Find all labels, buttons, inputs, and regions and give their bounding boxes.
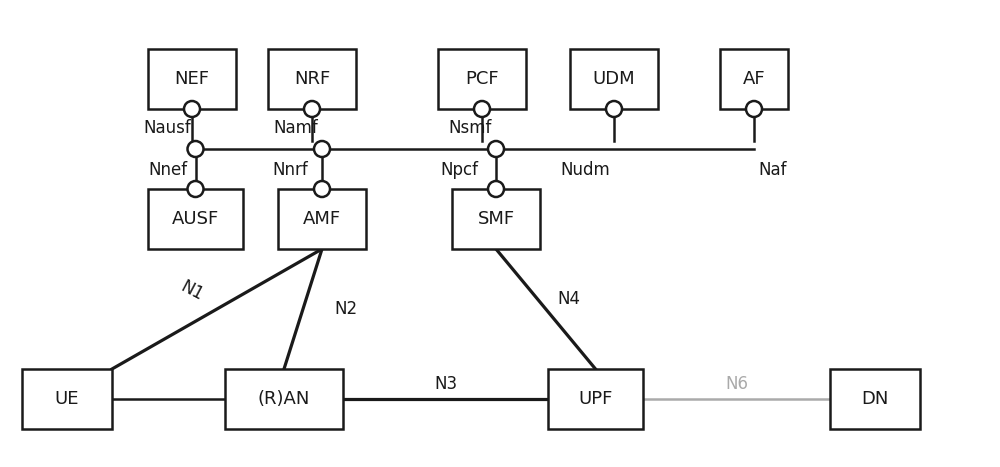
Text: Nsmf: Nsmf [449, 119, 492, 137]
Circle shape [188, 181, 204, 197]
Text: Npcf: Npcf [440, 161, 478, 179]
Circle shape [304, 101, 320, 117]
Text: N3: N3 [434, 375, 457, 393]
Bar [548, 369, 643, 429]
Circle shape [314, 181, 330, 197]
Text: Nudm: Nudm [560, 161, 610, 179]
Bar [148, 49, 236, 109]
Text: NRF: NRF [294, 70, 330, 88]
Text: (R)AN: (R)AN [258, 390, 310, 408]
Bar [720, 49, 788, 109]
Text: UPF: UPF [578, 390, 613, 408]
Bar [278, 189, 366, 249]
Bar [225, 369, 343, 429]
Text: SMF: SMF [477, 210, 515, 228]
Text: NEF: NEF [175, 70, 210, 88]
Text: N4: N4 [558, 290, 581, 308]
Text: UE: UE [55, 390, 79, 408]
Text: N1: N1 [178, 278, 206, 304]
Text: AF: AF [743, 70, 765, 88]
Bar [452, 189, 540, 249]
Bar [570, 49, 658, 109]
Text: N2: N2 [334, 300, 357, 318]
Text: UDM: UDM [593, 70, 635, 88]
Circle shape [314, 141, 330, 157]
Text: Nausf: Nausf [144, 119, 192, 137]
Text: AMF: AMF [303, 210, 341, 228]
Bar [148, 189, 243, 249]
Text: PCF: PCF [465, 70, 499, 88]
Bar [268, 49, 356, 109]
Bar [830, 369, 920, 429]
Text: Naf: Naf [758, 161, 786, 179]
Circle shape [184, 101, 200, 117]
Bar [438, 49, 526, 109]
Circle shape [746, 101, 762, 117]
Circle shape [474, 101, 490, 117]
Text: Nnef: Nnef [149, 161, 188, 179]
Circle shape [606, 101, 622, 117]
Circle shape [488, 141, 504, 157]
Text: Nnrf: Nnrf [272, 161, 308, 179]
Text: Namf: Namf [273, 119, 318, 137]
Circle shape [188, 141, 204, 157]
Text: AUSF: AUSF [172, 210, 219, 228]
Text: DN: DN [861, 390, 889, 408]
Circle shape [488, 181, 504, 197]
Text: N6: N6 [725, 375, 748, 393]
Bar [22, 369, 112, 429]
